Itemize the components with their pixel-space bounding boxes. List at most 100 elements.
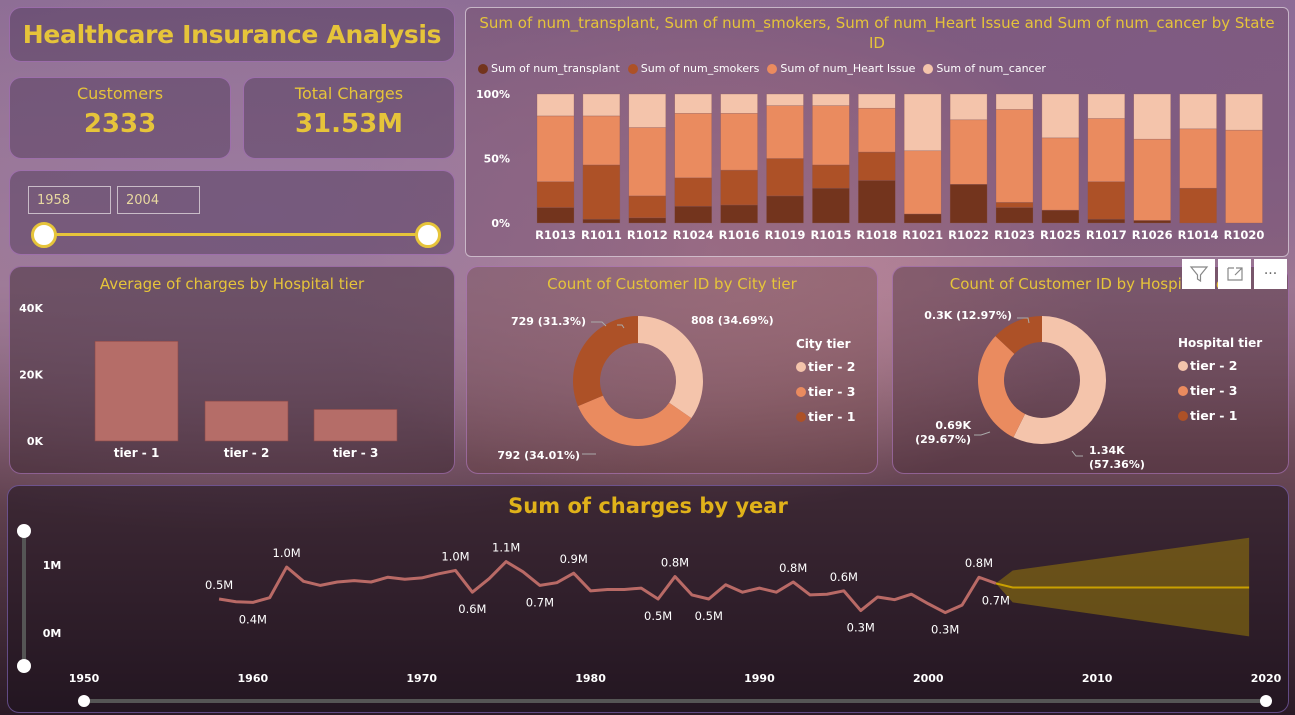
stacked-bar-chart-card[interactable]: Sum of num_transplant, Sum of num_smoker… [465, 7, 1289, 257]
bar-segment-transplant[interactable] [1041, 209, 1080, 224]
bar-segment-heart[interactable] [1087, 118, 1126, 182]
avg-charges-chart-card[interactable]: Average of charges by Hospital tier 40K 2… [9, 266, 455, 474]
bar-segment-heart[interactable] [903, 150, 942, 215]
bar-segment-cancer[interactable] [1133, 93, 1171, 140]
bar-segment-transplant[interactable] [720, 204, 758, 224]
bar-segment-heart[interactable] [766, 105, 804, 159]
bar-segment-cancer[interactable] [858, 93, 896, 109]
focus-mode-button[interactable] [1218, 259, 1251, 289]
bar-segment-heart[interactable] [582, 115, 621, 166]
end-year-handle[interactable] [415, 222, 441, 248]
y-zoom-top-handle[interactable] [17, 524, 31, 538]
charges-by-year-card[interactable]: Sum of charges by year 1M 0M 1950 1960 1970 1… [7, 485, 1289, 713]
bar-tier-2[interactable] [204, 400, 289, 442]
bar-segment-heart[interactable] [812, 105, 850, 166]
bar-segment-smokers[interactable] [536, 181, 575, 208]
bar-segment-heart[interactable] [949, 119, 988, 185]
legend-item[interactable]: tier - 1 [1190, 408, 1238, 423]
year-range-slicer[interactable]: 1958 2004 [9, 170, 455, 255]
bar-segment-cancer[interactable] [582, 93, 621, 117]
bar-segment-heart[interactable] [858, 107, 896, 153]
hospital-tier-donut-card[interactable]: Count of Customer ID by Hospital tier 1.… [892, 266, 1289, 474]
city-tier-donut-card[interactable]: Count of Customer ID by City tier 808 (3… [466, 266, 878, 474]
bar-segment-transplant[interactable] [536, 207, 575, 224]
bar-segment-cancer[interactable] [536, 93, 575, 117]
bar-segment-cancer[interactable] [1041, 93, 1080, 139]
bar-segment-transplant[interactable] [1133, 220, 1171, 224]
bar-segment-heart[interactable] [674, 113, 712, 179]
bar-segment-cancer[interactable] [812, 93, 850, 106]
donut-slice-tier-1[interactable] [995, 316, 1042, 354]
legend-item-cancer[interactable]: Sum of num_cancer [923, 62, 1046, 75]
bar-segment-heart[interactable] [1179, 128, 1217, 189]
donut-slice-tier-3[interactable] [578, 395, 692, 446]
donut-slice-tier-3[interactable] [978, 336, 1026, 438]
bar-segment-heart[interactable] [536, 115, 575, 182]
bar-tier-3[interactable] [313, 409, 398, 442]
bar-segment-smokers[interactable] [766, 158, 804, 197]
bar-tier-1[interactable] [94, 340, 179, 442]
total-charges-kpi-card[interactable]: Total Charges 31.53M [243, 77, 455, 159]
year-slider-track[interactable] [43, 233, 428, 236]
filter-button[interactable] [1182, 259, 1215, 289]
legend-item-heart-issue[interactable]: Sum of num_Heart Issue [767, 62, 915, 75]
bar-segment-heart[interactable] [628, 127, 667, 197]
bar-segment-cancer[interactable] [1087, 93, 1126, 119]
charges-by-year-plot[interactable]: 1M 0M 1950 1960 1970 1980 1990 2000 2010 2020 0.5M… [8, 486, 1290, 714]
end-year-input[interactable]: 2004 [117, 186, 200, 214]
legend-item-smokers[interactable]: Sum of num_smokers [627, 62, 759, 75]
bar-segment-transplant[interactable] [995, 207, 1034, 224]
hospital-tier-donut[interactable]: 1.34K(57.36%) 0.69K(29.67%) 0.3K (12.97%) H… [893, 267, 1290, 475]
bar-segment-transplant[interactable] [582, 218, 621, 224]
bar-segment-cancer[interactable] [1179, 93, 1217, 130]
bar-segment-transplant[interactable] [628, 217, 667, 224]
bar-segment-transplant[interactable] [949, 184, 988, 224]
avg-charges-plot[interactable]: 40K 20K 0K tier - 1 tier - 2 tier - 3 [10, 267, 456, 475]
legend-item[interactable]: tier - 2 [1190, 358, 1238, 373]
bar-segment-smokers[interactable] [674, 177, 712, 207]
stacked-bar-plot[interactable]: 100% 50% 0% R1013 R1011 R1012 R1024 R1016 R1019 R… [466, 8, 1290, 258]
bar-segment-transplant[interactable] [812, 187, 850, 224]
bar-segment-smokers[interactable] [582, 164, 621, 220]
bar-segment-transplant[interactable] [858, 180, 896, 224]
legend-item-transplant[interactable]: Sum of num_transplant [478, 62, 620, 75]
legend-item[interactable]: tier - 1 [808, 409, 856, 424]
start-year-handle[interactable] [31, 222, 57, 248]
legend-item[interactable]: tier - 2 [808, 359, 856, 374]
bar-segment-heart[interactable] [720, 113, 758, 171]
charges-line[interactable] [218, 560, 997, 615]
bar-segment-heart[interactable] [1225, 129, 1263, 224]
bar-segment-heart[interactable] [1133, 138, 1171, 221]
bar-segment-smokers[interactable] [812, 164, 850, 189]
bar-segment-cancer[interactable] [1225, 93, 1263, 131]
bar-segment-transplant[interactable] [674, 205, 712, 224]
bar-segment-cancer[interactable] [766, 93, 804, 106]
bar-segment-transplant[interactable] [766, 195, 804, 224]
donut-slice-tier-1[interactable] [573, 316, 638, 407]
legend-item[interactable]: tier - 3 [1190, 383, 1238, 398]
y-zoom-bottom-handle[interactable] [17, 659, 31, 673]
bar-segment-cancer[interactable] [903, 93, 942, 152]
city-tier-donut[interactable]: 808 (34.69%) 792 (34.01%) 729 (31.3%) City … [467, 267, 879, 475]
more-options-button[interactable]: ··· [1254, 259, 1287, 289]
x-zoom-end-handle[interactable] [1260, 695, 1272, 707]
bar-segment-transplant[interactable] [903, 213, 942, 224]
bar-segment-smokers[interactable] [1087, 181, 1126, 220]
donut-slice-tier-2[interactable] [638, 316, 703, 419]
bar-segment-smokers[interactable] [720, 169, 758, 206]
bar-segment-cancer[interactable] [949, 93, 988, 121]
start-year-input[interactable]: 1958 [28, 186, 111, 214]
bar-segment-smokers[interactable] [1179, 187, 1217, 224]
customers-kpi-card[interactable]: Customers 2333 [9, 77, 231, 159]
bar-segment-heart[interactable] [1041, 137, 1080, 211]
donut-slice-tier-2[interactable] [1013, 316, 1106, 444]
bar-segment-smokers[interactable] [628, 195, 667, 219]
bar-segment-cancer[interactable] [720, 93, 758, 114]
bar-segment-smokers[interactable] [858, 151, 896, 181]
bar-segment-transplant[interactable] [1087, 218, 1126, 224]
bar-segment-cancer[interactable] [628, 93, 667, 128]
bar-segment-cancer[interactable] [995, 93, 1034, 110]
bar-segment-cancer[interactable] [674, 93, 712, 114]
x-zoom-start-handle[interactable] [78, 695, 90, 707]
bar-segment-heart[interactable] [995, 109, 1034, 203]
